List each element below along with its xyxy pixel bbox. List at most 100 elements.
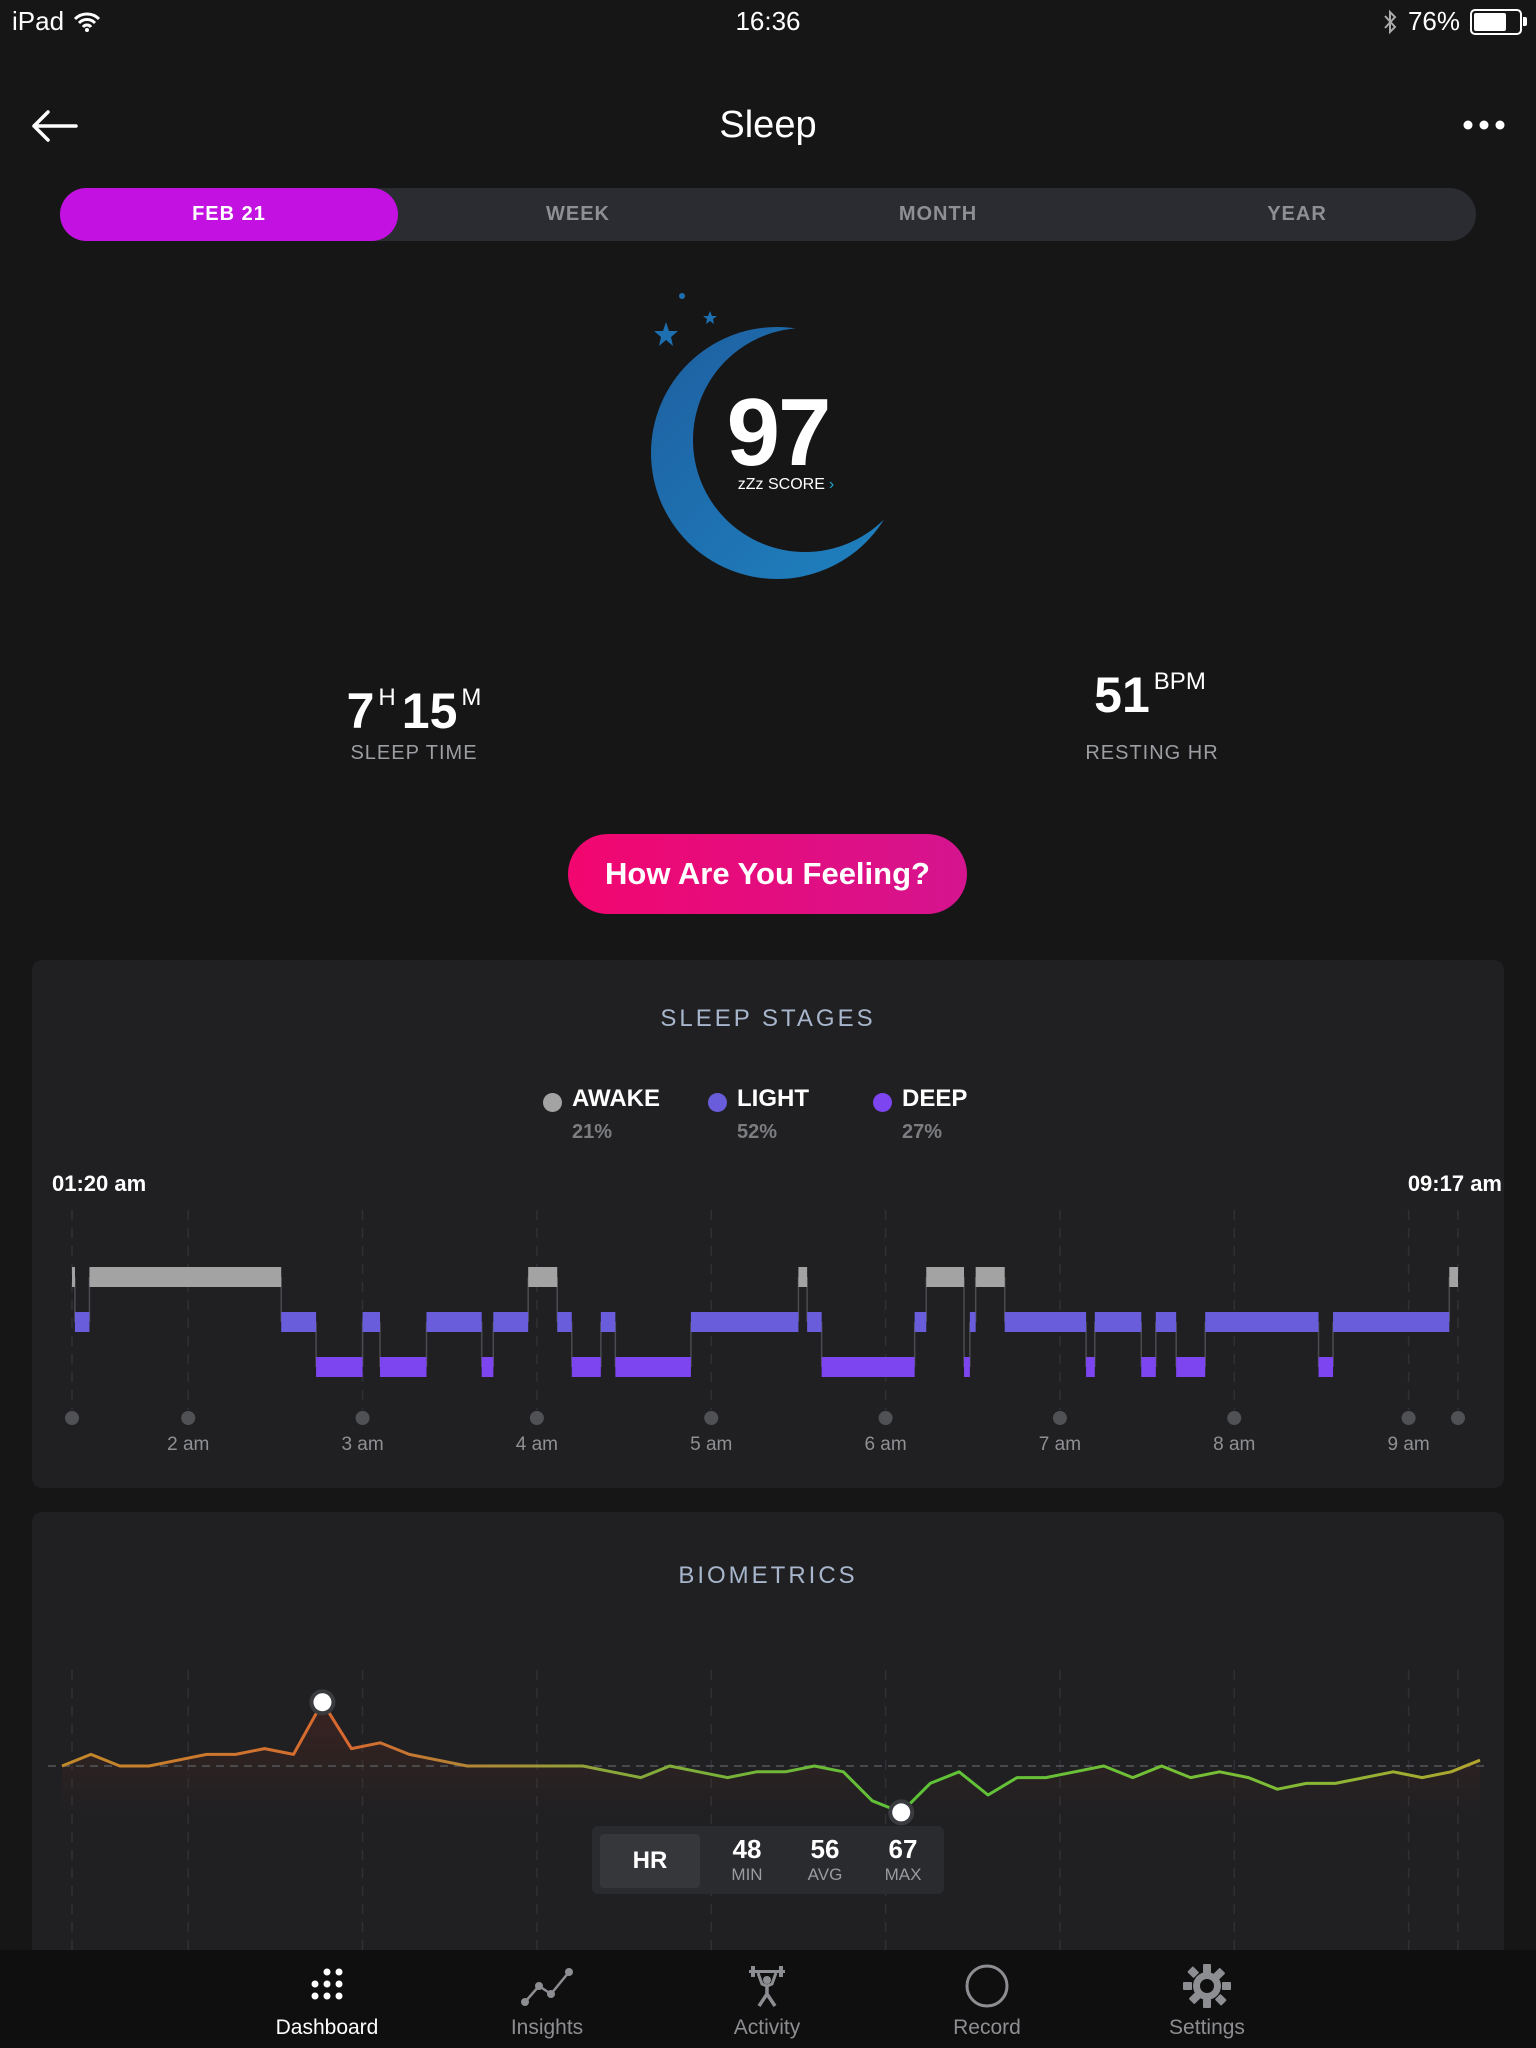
biometrics-card: BIOMETRICS <box>32 1512 1504 1972</box>
time-tick-label: 4 am <box>515 1434 559 1455</box>
sleep-start-time: 01:20 am <box>52 1171 147 1196</box>
status-left: iPad <box>12 6 101 37</box>
stage-segment-light <box>690 1312 799 1332</box>
stage-segment-light <box>1205 1312 1319 1332</box>
resting-hr-stat: 51 BPM <box>1080 666 1220 724</box>
status-time: 16:36 <box>735 6 801 36</box>
crescent-moon-icon <box>651 293 900 579</box>
time-axis-dot <box>704 1411 719 1425</box>
sleep-time-stat: 7 H 15 M <box>334 682 494 740</box>
more-options-button[interactable] <box>1460 110 1510 140</box>
battery-percent: 76% <box>1407 6 1460 36</box>
tab-dashboard[interactable]: Dashboard <box>237 1950 417 2048</box>
zzz-score-link[interactable]: zZz SCORE › <box>18 476 1536 494</box>
time-tick-label: 7 am <box>1038 1434 1082 1455</box>
stage-segment-light <box>914 1312 927 1332</box>
stage-segment-light <box>493 1312 529 1332</box>
dashboard-grid-icon <box>311 1968 343 2000</box>
hr-min-value: 48 <box>732 1834 762 1864</box>
stage-segment-light <box>1004 1312 1087 1332</box>
tab-insights[interactable]: Insights <box>457 1950 637 2048</box>
stage-segment-deep <box>964 1357 970 1377</box>
page-title: Sleep <box>719 104 817 146</box>
time-axis-dot <box>878 1411 893 1425</box>
tab-week[interactable]: WEEK <box>546 203 610 225</box>
time-axis-dot <box>1401 1411 1416 1425</box>
zzz-score-value: 97 <box>726 379 832 486</box>
sleep-hours: 7 <box>346 683 375 739</box>
insights-trend-icon <box>521 1968 573 2006</box>
stage-segment-light <box>1094 1312 1142 1332</box>
hr-min: 48 MIN <box>708 1834 786 1885</box>
hr-area <box>62 1702 1480 1813</box>
stage-segment-light <box>969 1312 976 1332</box>
tab-activity[interactable]: Activity <box>677 1950 857 2048</box>
stage-segment-awake <box>798 1267 808 1287</box>
status-right: 76% <box>1382 6 1527 37</box>
legend-deep-name: DEEP <box>902 1085 968 1112</box>
tab-dashboard-label: Dashboard <box>275 2016 379 2039</box>
activity-weightlifter-icon <box>749 1966 785 2007</box>
tab-month[interactable]: MONTH <box>898 203 978 225</box>
stage-segment-deep <box>571 1357 601 1377</box>
legend-awake-pct: 21% <box>572 1121 613 1143</box>
star-icon <box>703 311 717 324</box>
how-are-you-feeling-button[interactable]: How Are You Feeling? <box>568 834 967 914</box>
legend-deep-pct: 27% <box>902 1121 943 1143</box>
tab-insights-label: Insights <box>510 2016 584 2039</box>
stage-segment-deep <box>1086 1357 1095 1377</box>
resting-hr-value: 51 <box>1094 667 1150 723</box>
stage-segment-awake <box>528 1267 558 1287</box>
tab-settings[interactable]: Settings <box>1117 1950 1297 2048</box>
stage-segment-deep <box>821 1357 915 1377</box>
stage-segment-awake <box>926 1267 965 1287</box>
sleep-minutes: 15 <box>401 683 458 739</box>
tab-feb-21[interactable]: FEB 21 <box>60 188 398 241</box>
legend-awake-name: AWAKE <box>572 1085 661 1112</box>
stage-segment-light <box>807 1312 822 1332</box>
device-name: iPad <box>12 6 65 36</box>
tab-record[interactable]: Record <box>897 1950 1077 2048</box>
wifi-icon <box>74 12 101 32</box>
time-axis-dot <box>355 1411 370 1425</box>
legend-light-name: LIGHT <box>737 1085 809 1112</box>
stage-segment-light <box>281 1312 317 1332</box>
biometrics-title: BIOMETRICS <box>678 1562 858 1589</box>
battery-level-fill <box>1474 12 1506 31</box>
bottom-tab-bar: Dashboard Insights Activity Record <box>0 1950 1536 2048</box>
period-tabs: FEB 21 WEEK MONTH YEAR <box>60 188 1476 241</box>
time-axis-dot <box>65 1411 79 1425</box>
stage-segment-deep <box>1176 1357 1206 1377</box>
status-bar: iPad 16:36 76% <box>0 0 1536 44</box>
stage-segment-deep <box>615 1357 691 1377</box>
stage-segment-awake <box>975 1267 1005 1287</box>
hr-line <box>61 1700 1481 1814</box>
time-tick-label: 9 am <box>1387 1434 1430 1455</box>
hours-unit: H <box>378 684 396 711</box>
stage-segment-deep <box>316 1357 363 1377</box>
stage-segment-light <box>426 1312 482 1332</box>
stage-segment-deep <box>380 1357 427 1377</box>
star-icon <box>654 322 678 346</box>
hr-summary: HR 48 MIN 56 AVG 67 MAX <box>592 1826 944 1894</box>
back-button[interactable] <box>28 100 80 152</box>
heart-rate-chart <box>48 1670 1488 1950</box>
sleep-stages-title: SLEEP STAGES <box>660 1005 876 1032</box>
hr-metric-toggle[interactable]: HR <box>600 1834 700 1888</box>
time-axis-dot <box>529 1411 544 1425</box>
hr-avg-label: AVG <box>807 1865 843 1884</box>
stage-segment-deep <box>1318 1357 1334 1377</box>
stage-segment-light <box>362 1312 380 1332</box>
light-color-dot <box>708 1093 727 1112</box>
stage-segment-light <box>1333 1312 1450 1332</box>
stage-segment-light <box>600 1312 616 1332</box>
bpm-unit: BPM <box>1153 668 1206 695</box>
time-axis-dot <box>1227 1411 1242 1425</box>
bluetooth-icon <box>1384 9 1397 34</box>
tab-year[interactable]: YEAR <box>1267 203 1327 225</box>
sleep-end-time: 09:17 am <box>1407 1171 1502 1196</box>
time-axis-dot <box>181 1411 196 1425</box>
record-circle-icon <box>965 1964 1009 2008</box>
hr-min-label: MIN <box>731 1865 763 1884</box>
hr-avg: 56 AVG <box>786 1834 864 1885</box>
